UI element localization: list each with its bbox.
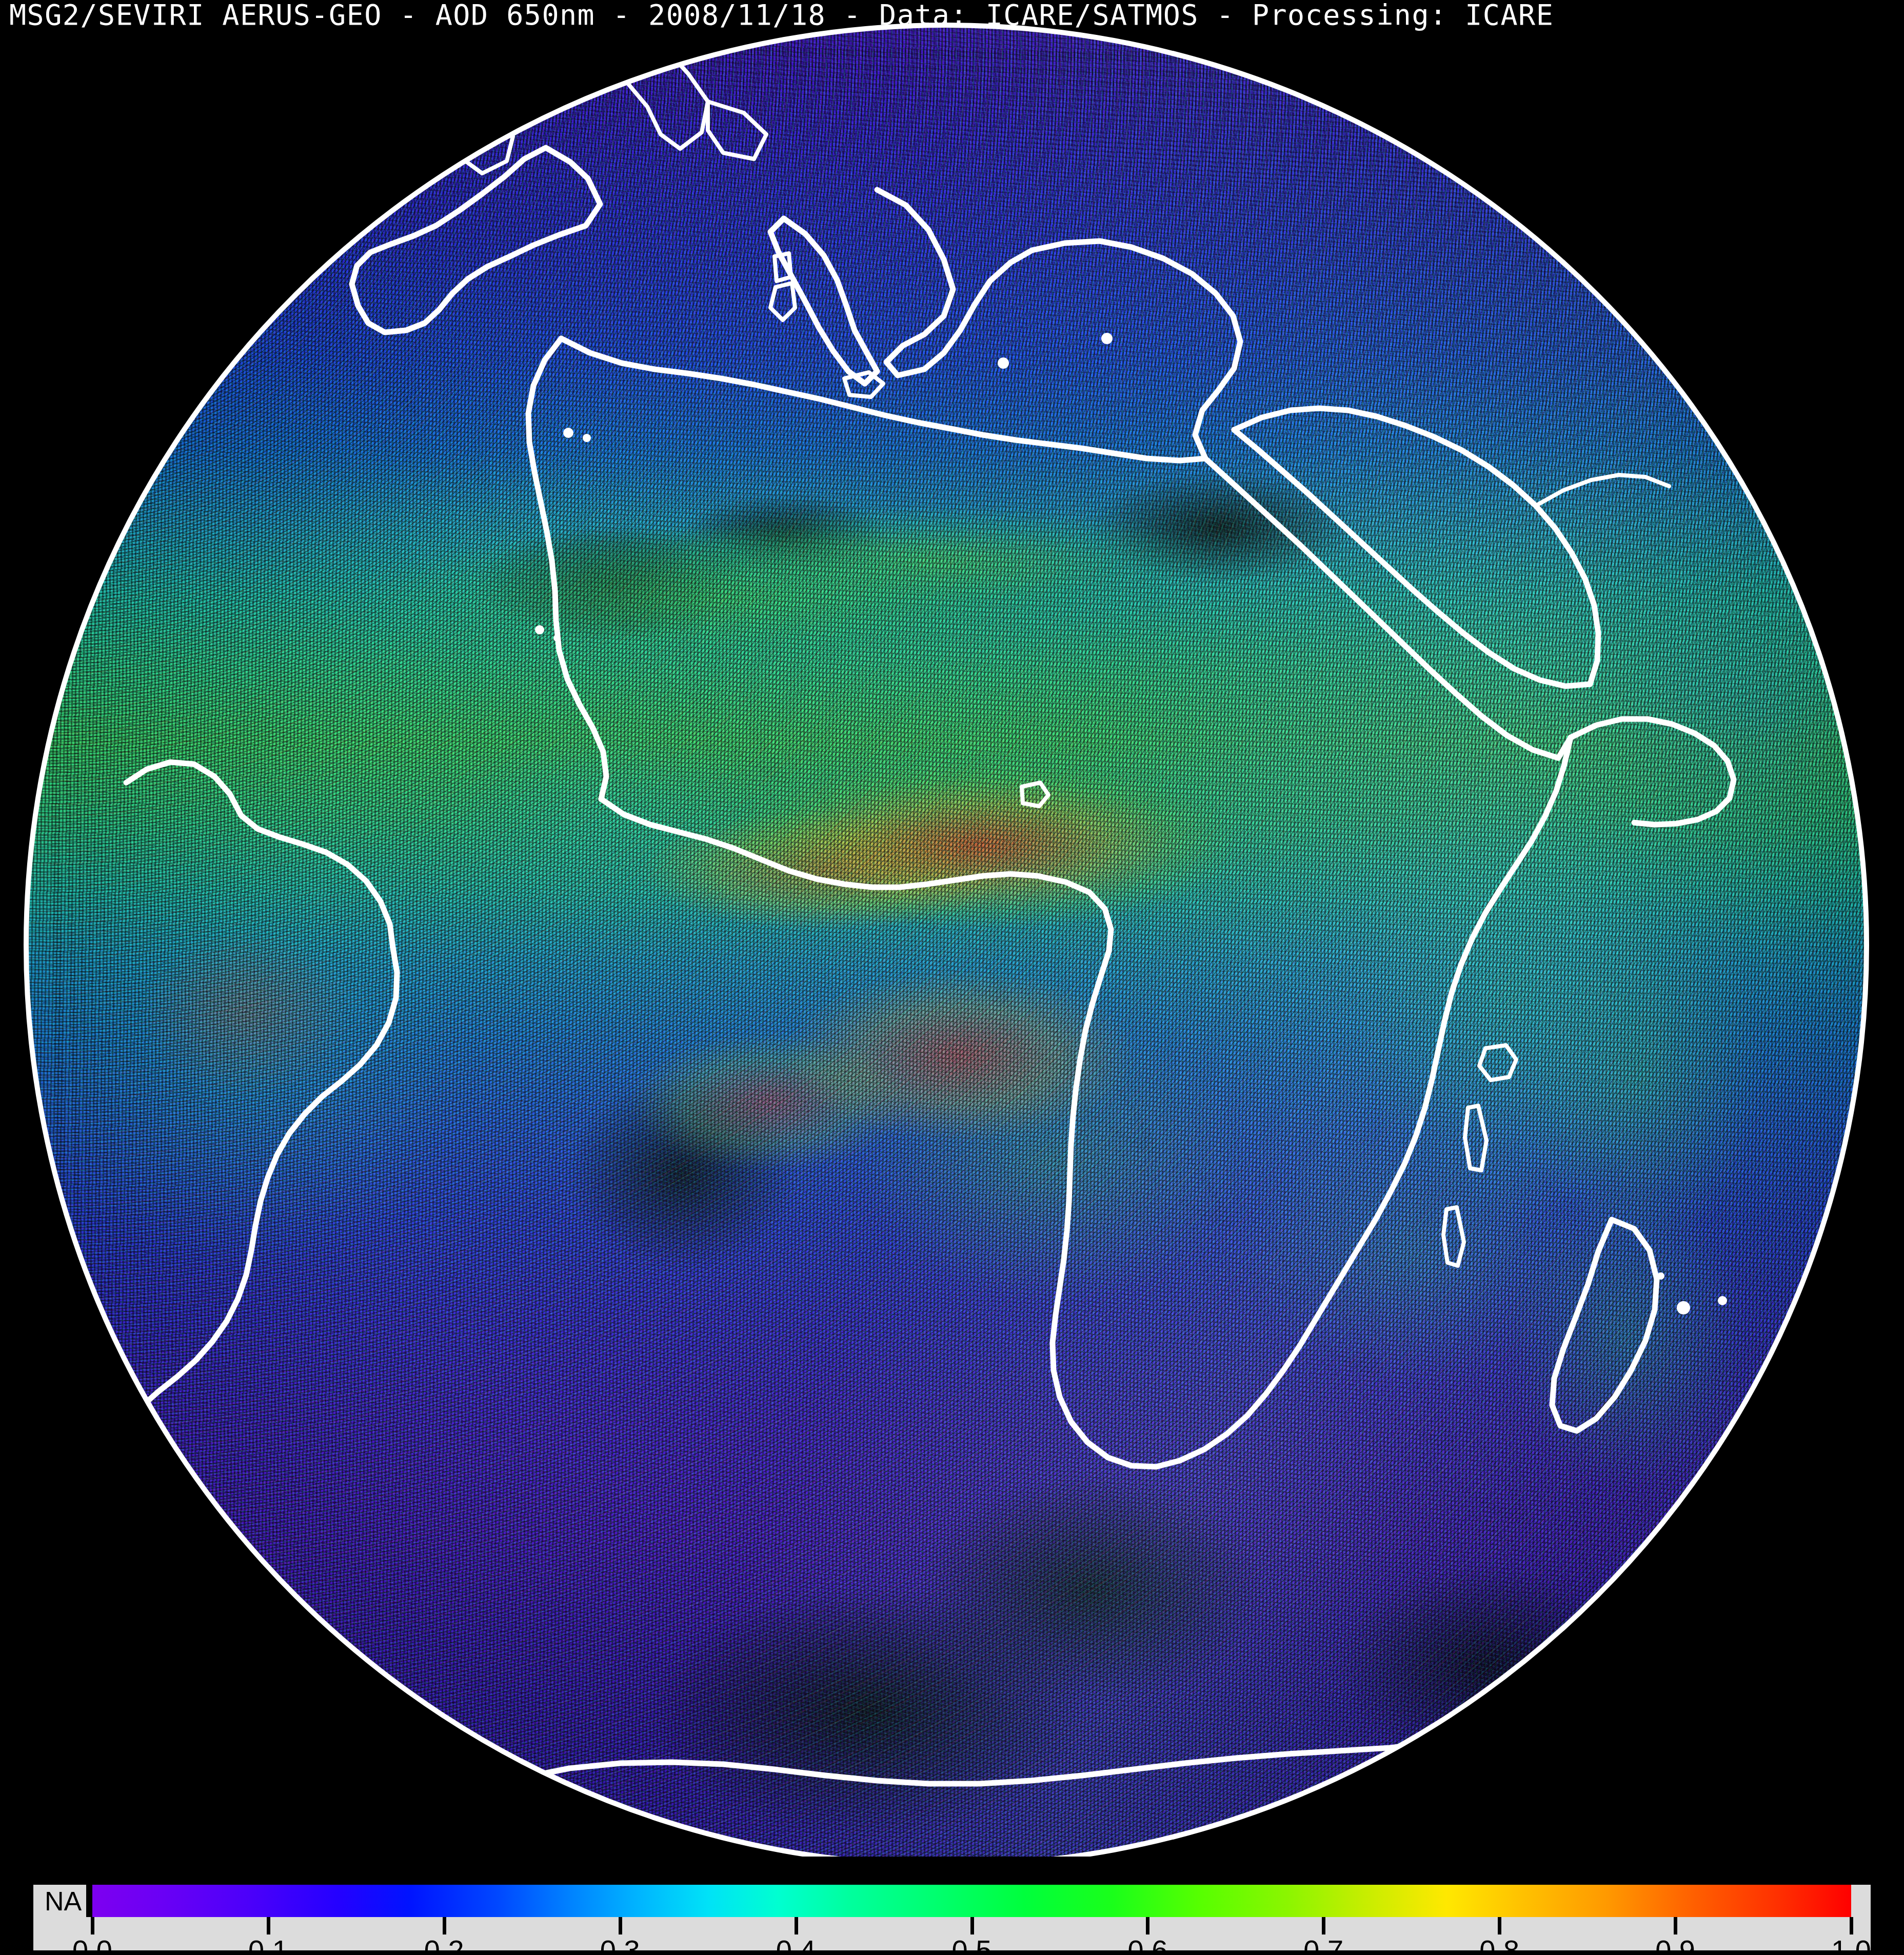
colorbar-tick-label: 0.4 <box>776 1936 816 1955</box>
colorbar: NA 0.00.10.20.30.40.50.60.70.80.91.0 <box>33 1885 1871 1950</box>
coastline-balkans-greece <box>877 190 1032 375</box>
colorbar-tick <box>1146 1917 1149 1934</box>
coastline-red-sea-west <box>1205 458 1571 758</box>
coastline-brazil-east <box>123 948 397 1427</box>
colorbar-tick-label: 0.6 <box>1127 1936 1167 1955</box>
coastline-italy <box>770 218 877 384</box>
colorbar-gradient <box>92 1885 1851 1917</box>
coastline-north-africa <box>561 338 1205 461</box>
coastline-africa-west-south <box>1053 951 1180 1467</box>
coastline-island-dot-2 <box>1718 1296 1727 1305</box>
colorbar-na-swatch: NA <box>33 1885 86 1917</box>
coastline-island-dot-3 <box>1657 1272 1664 1280</box>
colorbar-tick-label: 0.9 <box>1655 1936 1695 1955</box>
colorbar-tick-label: 0.0 <box>72 1936 112 1955</box>
coastline-sardinia <box>770 283 795 320</box>
coastline-persian-gulf <box>1536 475 1669 506</box>
colorbar-tick <box>443 1917 446 1934</box>
coastline-island-dot-1 <box>1677 1301 1690 1314</box>
coastline-baltic <box>708 102 766 159</box>
colorbar-tick-label: 0.8 <box>1479 1936 1519 1955</box>
colorbar-tick <box>1674 1917 1677 1934</box>
coastline-cape-verde-2 <box>553 634 561 642</box>
coastline-lake-chad <box>1022 783 1048 806</box>
coastline-lake-victoria <box>1479 1045 1516 1080</box>
colorbar-tick <box>91 1917 94 1934</box>
colorbar-na-separator <box>86 1885 92 1917</box>
coastline-west-europe <box>352 148 600 332</box>
coastline-africa-south-east <box>1180 737 1571 1461</box>
coastline-lake-tanganyika <box>1465 1106 1486 1170</box>
coastline-madagascar <box>1552 1220 1657 1431</box>
coastline-iceland <box>333 131 436 172</box>
coastline-scandinavia <box>605 45 708 149</box>
colorbar-tick <box>970 1917 974 1934</box>
coastline-british-isles <box>463 122 513 173</box>
coastline-horn-of-africa <box>1571 719 1734 825</box>
colorbar-tick <box>1322 1917 1325 1934</box>
coastline-arabia <box>1234 408 1598 684</box>
coastline-south-america-north <box>126 762 393 948</box>
colorbar-tick <box>1498 1917 1501 1934</box>
coastline-lake-malawi <box>1443 1207 1464 1266</box>
colorbar-tick-label: 0.3 <box>600 1936 640 1955</box>
coastline-antarctica <box>415 1730 1488 1816</box>
colorbar-tick <box>795 1917 798 1934</box>
coastline-west-africa-guinea <box>601 799 1111 951</box>
colorbar-tick <box>267 1917 270 1934</box>
coastline-red-sea-east <box>1234 430 1590 686</box>
coastline-canary-island-1 <box>563 428 573 438</box>
coastline-ireland <box>435 142 463 167</box>
coastline-overlay <box>26 25 1867 1857</box>
colorbar-tick-label: 1.0 <box>1831 1936 1871 1955</box>
colorbar-tick-label: 0.1 <box>248 1936 288 1955</box>
coastline-nw-africa-atlantic <box>528 338 606 799</box>
colorbar-na-label: NA <box>33 1888 82 1914</box>
coastline-cape-verde-1 <box>535 625 544 634</box>
coastline-turkey-levant <box>1032 241 1240 458</box>
coastline-cyprus <box>1101 333 1113 344</box>
coastline-canary-island-2 <box>583 434 591 442</box>
colorbar-tick-label: 0.2 <box>424 1936 464 1955</box>
colorbar-tick <box>1850 1917 1853 1934</box>
coastline-brazil-south <box>72 1427 123 1542</box>
satellite-full-disk <box>26 25 1867 1857</box>
colorbar-tick-label: 0.5 <box>952 1936 992 1955</box>
colorbar-tick-label: 0.7 <box>1303 1936 1343 1955</box>
globe-image-canvas <box>0 0 1904 1857</box>
colorbar-tick <box>619 1917 622 1934</box>
coastline-crete <box>998 357 1009 369</box>
